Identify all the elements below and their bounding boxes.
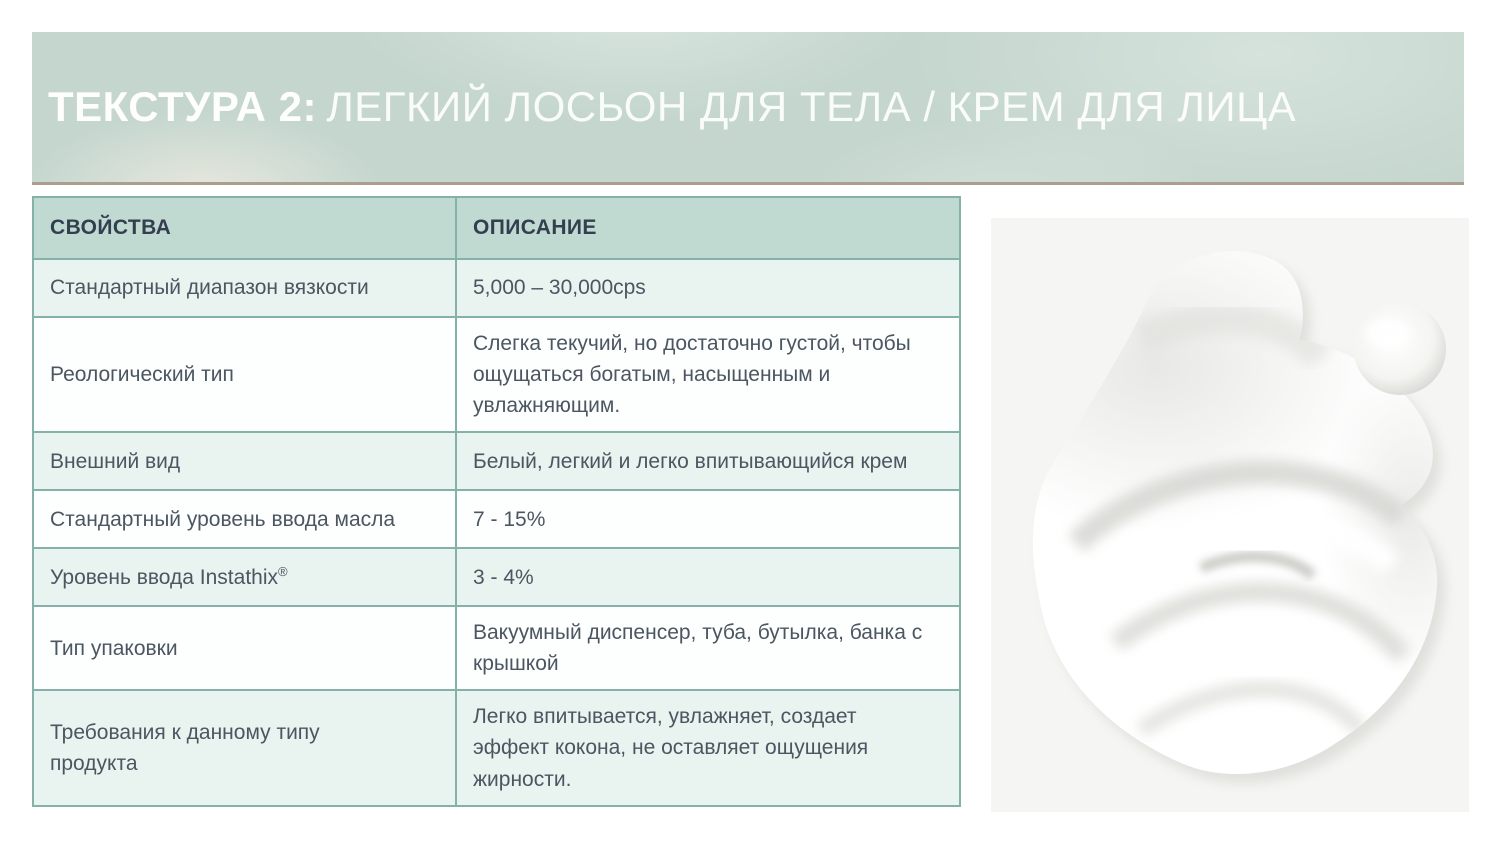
- properties-table: СВОЙСТВА ОПИСАНИЕ Стандартный диапазон в…: [32, 196, 961, 807]
- table-row: Тип упаковки Вакуумный диспенсер, туба, …: [32, 605, 961, 692]
- table-header-row: СВОЙСТВА ОПИСАНИЕ: [32, 196, 961, 260]
- registered-trademark-mark: ®: [278, 563, 288, 579]
- description-cell: Слегка текучий, но достаточно густой, чт…: [455, 315, 961, 434]
- property-cell: Тип упаковки: [32, 605, 457, 692]
- column-header-description: ОПИСАНИЕ: [455, 196, 961, 260]
- swirl-line-3: [1136, 681, 1368, 737]
- cream-droplet: [1354, 303, 1446, 395]
- swirl-crease: [1198, 551, 1317, 581]
- description-cell: Легко впитывается, увлажняет, создает эф…: [455, 689, 961, 807]
- cream-droplet-highlight: [1366, 320, 1410, 348]
- table-row: Стандартный уровень ввода масла 7 - 15%: [32, 489, 961, 550]
- description-cell: Вакуумный диспенсер, туба, бутылка, банк…: [455, 605, 961, 692]
- swirl-line-2: [1109, 581, 1411, 663]
- table-row: Требования к данному типу продукта Легко…: [32, 689, 961, 807]
- property-text: Уровень ввода Instathix: [50, 565, 278, 589]
- cream-texture-photo: [991, 218, 1469, 812]
- property-cell: Стандартный уровень ввода масла: [32, 489, 457, 550]
- property-cell: Внешний вид: [32, 431, 457, 492]
- title-banner: ТЕКСТУРА 2: ЛЕГКИЙ ЛОСЬОН ДЛЯ ТЕЛА / КРЕМ…: [32, 32, 1464, 185]
- page-title: ТЕКСТУРА 2: ЛЕГКИЙ ЛОСЬОН ДЛЯ ТЕЛА / КРЕМ…: [48, 86, 1296, 128]
- swirl-highlight-1: [1093, 508, 1401, 591]
- column-header-properties: СВОЙСТВА: [32, 196, 457, 260]
- property-cell: Уровень ввода Instathix®: [32, 547, 457, 608]
- table-row: Внешний вид Белый, легкий и легко впитыв…: [32, 431, 961, 492]
- swirl-highlight-2: [1124, 619, 1395, 695]
- property-cell: Требования к данному типу продукта: [32, 689, 457, 807]
- property-cell: Стандартный диапазон вязкости: [32, 258, 457, 318]
- swirl-top-shade: [1135, 304, 1333, 369]
- table-row: Стандартный диапазон вязкости 5,000 – 30…: [32, 258, 961, 318]
- title-rest: ЛЕГКИЙ ЛОСЬОН ДЛЯ ТЕЛА / КРЕМ ДЛЯ ЛИЦА: [326, 83, 1297, 130]
- cream-swirls: [1032, 251, 1438, 737]
- description-cell: 5,000 – 30,000cps: [455, 258, 961, 318]
- cream-texture-illustration: [991, 218, 1469, 812]
- description-cell: Белый, легкий и легко впитывающийся крем: [455, 431, 961, 492]
- title-prefix: ТЕКСТУРА 2:: [48, 83, 317, 130]
- property-cell: Реологический тип: [32, 315, 457, 434]
- table-row: Уровень ввода Instathix® 3 - 4%: [32, 547, 961, 608]
- description-cell: 7 - 15%: [455, 489, 961, 550]
- swirl-shading-right: [1321, 358, 1438, 678]
- description-cell: 3 - 4%: [455, 547, 961, 608]
- swirl-line-1: [1068, 460, 1409, 552]
- table-row: Реологический тип Слегка текучий, но дос…: [32, 315, 961, 434]
